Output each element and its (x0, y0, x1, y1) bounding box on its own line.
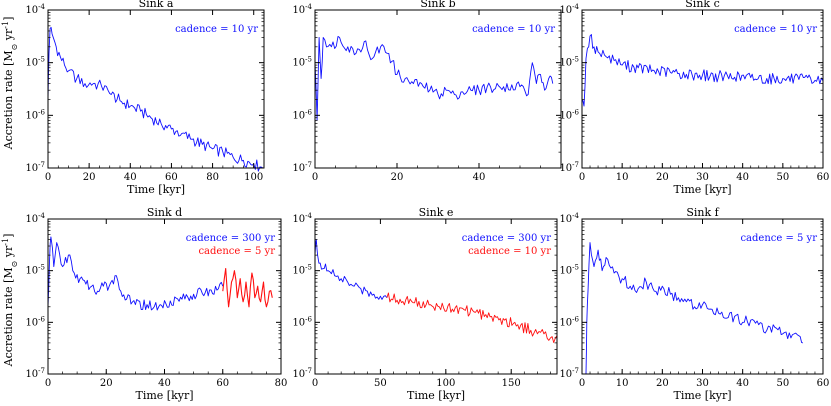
y-tick-label: 10-6 (292, 108, 312, 121)
y-tick-label: 10-4 (559, 212, 579, 225)
x-tick-label: 40 (124, 172, 137, 183)
x-tick-label: 0 (312, 378, 318, 389)
panel-6: Sink f 0 10 20 30 40 50 60 10-7 10-6 10-5 10-4 Time … (559, 206, 829, 402)
x-tick-label: 50 (776, 172, 789, 183)
plot-frame (47, 9, 265, 169)
x-tick-label: 100 (244, 172, 263, 183)
y-tick-label: 10-7 (25, 161, 45, 174)
legend-entry: cadence = 5 yr (740, 233, 817, 244)
series-line-1 (581, 34, 824, 107)
series-line-1 (47, 236, 224, 311)
x-tick-label: 30 (696, 378, 709, 389)
y-axis-label-bottom: Accretion rate [M⊙ yr-1] (1, 234, 19, 368)
x-tick-label: 40 (158, 378, 171, 389)
x-tick-label: 60 (165, 172, 178, 183)
legend-entry: cadence = 300 yr (186, 233, 275, 244)
y-tick-label: 10-7 (559, 367, 579, 380)
panel-title: Sink f (686, 206, 719, 219)
y-tick-label: 10-7 (292, 161, 312, 174)
y-tick-label: 10-4 (292, 212, 312, 225)
y-tick-label: 10-4 (25, 3, 45, 16)
x-tick-label: 60 (817, 378, 830, 389)
panel-2: Sink b 0 20 40 10-7 10-6 10-5 10-4 cadence = 10 … (292, 0, 562, 183)
x-tick-label: 40 (473, 172, 486, 183)
y-tick-label: 10-6 (292, 315, 312, 328)
legend-entry: cadence = 10 yr (468, 246, 551, 257)
series-line-2 (386, 292, 558, 343)
series-line-2 (222, 267, 273, 308)
series-line-1 (585, 242, 804, 375)
x-axis-label: Time [kyr] (135, 389, 193, 402)
x-tick-label: 100 (436, 378, 455, 389)
y-axis-label-top: Accretion rate [M⊙ yr-1] (1, 17, 19, 151)
panel-1: Sink a 0 20 40 60 80 100 10-7 10-6 10-5 10-4 Time [… (25, 0, 265, 196)
y-tick-label: 10-5 (292, 264, 312, 277)
legend-entry: cadence = 10 yr (472, 24, 555, 35)
x-tick-label: 0 (579, 172, 585, 183)
y-tick-label: 10-7 (25, 367, 45, 380)
y-tick-label: 10-6 (25, 108, 45, 121)
legend-entry: cadence = 10 yr (734, 24, 817, 35)
x-tick-label: 10 (616, 378, 629, 389)
y-tick-label: 10-5 (25, 56, 45, 69)
legend-entry: cadence = 5 yr (198, 246, 275, 257)
x-tick-label: 0 (579, 378, 585, 389)
y-tick-label: 10-7 (559, 161, 579, 174)
x-tick-label: 30 (696, 172, 709, 183)
plot-frame (314, 218, 558, 375)
x-tick-label: 20 (100, 378, 113, 389)
panel-title: Sink a (139, 0, 174, 10)
y-tick-label: 10-6 (25, 315, 45, 328)
x-tick-label: 0 (45, 172, 51, 183)
x-tick-label: 0 (45, 378, 51, 389)
svg-text:Accretion rate [M⊙ yr-1]: Accretion rate [M⊙ yr-1] (1, 17, 19, 151)
x-axis-label: Time [kyr] (673, 183, 731, 196)
y-tick-label: 10-4 (559, 3, 579, 16)
series-line-1 (314, 239, 388, 300)
panel-title: Sink c (685, 0, 719, 10)
x-axis-label: Time [kyr] (127, 183, 185, 196)
x-axis-label: Time [kyr] (673, 389, 731, 402)
x-tick-label: 60 (817, 172, 830, 183)
y-tick-label: 10-5 (559, 264, 579, 277)
panel-5: Sink e 0 50 100 150 10-7 10-6 10-5 10-4 Time [kyr… (292, 206, 558, 402)
panel-title: Sink b (420, 0, 455, 10)
y-tick-label: 10-5 (25, 264, 45, 277)
series-line-1 (314, 35, 554, 121)
y-tick-label: 10-6 (559, 315, 579, 328)
x-tick-label: 20 (83, 172, 96, 183)
legend-entry: cadence = 10 yr (175, 24, 258, 35)
panel-title: Sink d (147, 206, 182, 219)
x-tick-label: 80 (275, 378, 288, 389)
panel-4: Sink d 0 20 40 60 80 10-7 10-6 10-5 10-4 Time [kyr… (25, 206, 287, 402)
x-tick-label: 150 (502, 378, 521, 389)
x-tick-label: 20 (391, 172, 404, 183)
x-tick-label: 80 (206, 172, 219, 183)
svg-text:Accretion rate [M⊙ yr-1]: Accretion rate [M⊙ yr-1] (1, 234, 19, 368)
series-line-1 (47, 26, 264, 172)
y-tick-label: 10-6 (559, 108, 579, 121)
y-tick-label: 10-7 (292, 367, 312, 380)
x-tick-label: 50 (776, 378, 789, 389)
panel-3: Sink c 0 10 20 30 40 50 60 10-7 10-6 10-5 10-4 Time … (559, 0, 829, 196)
x-tick-label: 10 (616, 172, 629, 183)
legend-entry: cadence = 300 yr (462, 233, 551, 244)
x-tick-label: 40 (736, 172, 749, 183)
x-tick-label: 20 (656, 172, 669, 183)
x-tick-label: 0 (312, 172, 318, 183)
panel-title: Sink e (419, 206, 454, 219)
x-tick-label: 50 (374, 378, 387, 389)
y-tick-label: 10-5 (292, 56, 312, 69)
x-tick-label: 20 (656, 378, 669, 389)
x-tick-label: 40 (736, 378, 749, 389)
y-tick-label: 10-4 (292, 3, 312, 16)
x-tick-label: 60 (216, 378, 229, 389)
y-tick-label: 10-5 (559, 56, 579, 69)
y-tick-label: 10-4 (25, 212, 45, 225)
x-axis-label: Time [kyr] (407, 389, 465, 402)
